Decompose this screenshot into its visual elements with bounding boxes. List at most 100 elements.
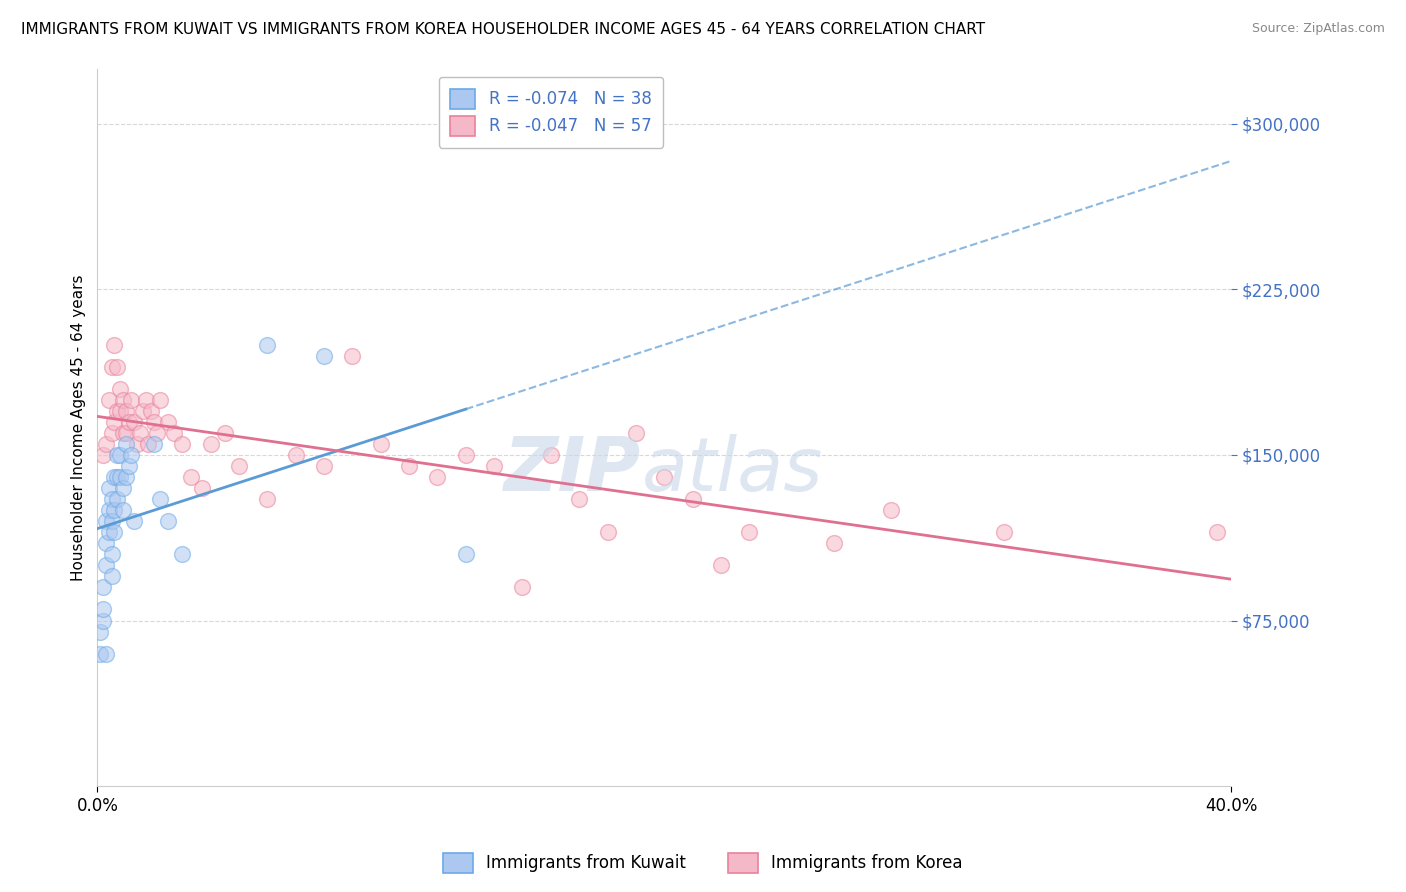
Point (103, 415, 125, 429)
Point (880, 503, 903, 517)
Point (738, 525, 761, 540)
Point (94, 536, 117, 550)
Point (108, 470, 131, 484)
Point (512, 581, 534, 595)
Point (157, 514, 180, 528)
Point (100, 514, 122, 528)
Point (114, 425, 136, 440)
Point (682, 492, 704, 507)
Point (120, 448, 142, 462)
Point (122, 514, 145, 528)
Point (284, 448, 307, 462)
Point (97, 481, 120, 495)
Point (100, 425, 122, 440)
Point (172, 547, 194, 561)
Point (710, 558, 733, 573)
Point (103, 337, 125, 351)
Point (652, 470, 675, 484)
Point (91, 448, 114, 462)
Legend: R = -0.074   N = 38, R = -0.047   N = 57: R = -0.074 N = 38, R = -0.047 N = 57 (439, 77, 664, 147)
Point (596, 525, 619, 540)
Point (624, 425, 647, 440)
Point (105, 404, 128, 418)
Point (114, 404, 136, 418)
Point (122, 415, 145, 429)
Point (180, 470, 202, 484)
Point (94, 437, 117, 451)
Point (103, 470, 125, 484)
Point (108, 448, 131, 462)
Point (100, 569, 122, 583)
Point (103, 503, 125, 517)
Point (426, 470, 449, 484)
Point (105, 492, 128, 507)
Point (100, 547, 122, 561)
Point (94, 514, 117, 528)
Point (108, 382, 131, 396)
Point (157, 415, 180, 429)
Point (100, 492, 122, 507)
Point (454, 448, 477, 462)
Point (128, 425, 150, 440)
Point (228, 458, 250, 473)
Point (111, 481, 134, 495)
Point (114, 470, 136, 484)
Text: ZIP: ZIP (505, 434, 641, 507)
Point (540, 448, 562, 462)
Point (111, 425, 134, 440)
Point (993, 525, 1015, 540)
Point (314, 458, 336, 473)
Point (823, 536, 845, 550)
Text: Source: ZipAtlas.com: Source: ZipAtlas.com (1251, 22, 1385, 36)
Point (94, 647, 117, 661)
Point (105, 448, 128, 462)
Point (191, 481, 214, 495)
Point (172, 437, 194, 451)
Point (1205, 525, 1227, 540)
Point (117, 415, 139, 429)
Y-axis label: Householder Income Ages 45 - 64 years: Householder Income Ages 45 - 64 years (72, 274, 86, 581)
Point (111, 503, 134, 517)
Point (91, 614, 114, 628)
Point (114, 437, 136, 451)
Text: atlas: atlas (641, 434, 823, 507)
Point (314, 349, 336, 363)
Point (97, 392, 120, 407)
Point (146, 425, 169, 440)
Point (143, 437, 166, 451)
Point (97, 503, 120, 517)
Point (454, 547, 477, 561)
Point (103, 525, 125, 540)
Point (398, 458, 420, 473)
Point (143, 415, 166, 429)
Point (120, 392, 142, 407)
Point (111, 392, 134, 407)
Point (91, 581, 114, 595)
Legend: Immigrants from Kuwait, Immigrants from Korea: Immigrants from Kuwait, Immigrants from … (436, 847, 970, 880)
Point (370, 437, 392, 451)
Point (100, 359, 122, 374)
Point (200, 437, 222, 451)
Point (94, 558, 117, 573)
Point (256, 337, 278, 351)
Point (108, 404, 131, 418)
Point (125, 437, 148, 451)
Point (105, 470, 128, 484)
Point (163, 425, 186, 440)
Point (117, 458, 139, 473)
Point (89, 647, 111, 661)
Point (138, 437, 160, 451)
Point (135, 392, 157, 407)
Point (97, 525, 120, 540)
Point (149, 392, 172, 407)
Point (141, 404, 163, 418)
Point (91, 602, 114, 616)
Text: IMMIGRANTS FROM KUWAIT VS IMMIGRANTS FROM KOREA HOUSEHOLDER INCOME AGES 45 - 64 : IMMIGRANTS FROM KUWAIT VS IMMIGRANTS FRO… (21, 22, 986, 37)
Point (131, 404, 153, 418)
Point (568, 492, 591, 507)
Point (149, 492, 172, 507)
Point (342, 349, 364, 363)
Point (105, 359, 128, 374)
Point (89, 624, 111, 639)
Point (256, 492, 278, 507)
